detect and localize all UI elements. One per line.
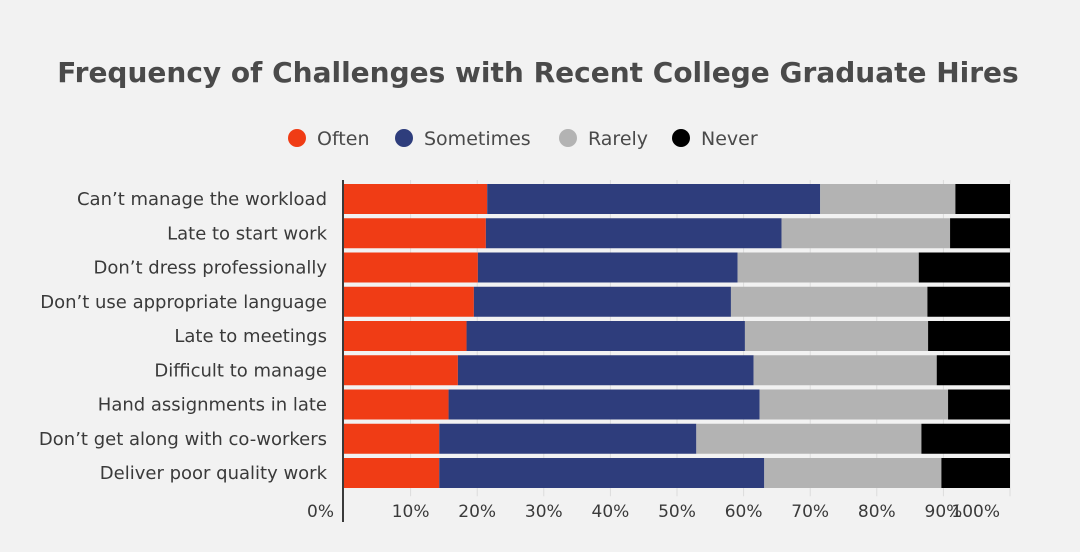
chart-title: Frequency of Challenges with Recent Coll… [57,56,1018,89]
bar-never-8 [941,458,1010,488]
bar-sometimes-6 [448,389,760,420]
legend-marker-rarely [559,129,577,147]
x-tick-labels: 0% 10% 20% 30% 40% 50% 60% 70% 80% 90%100% [307,502,1000,522]
category-labels: Can’t manage the workload Late to start w… [39,189,328,484]
category-label-7: Don’t get along with co-workers [39,429,327,450]
legend-marker-never [672,129,690,147]
tick-label-4: 40% [592,502,630,522]
tick-label-6: 60% [725,502,763,522]
legend-label-often: Often [317,128,370,150]
bar-sometimes-3 [473,286,731,317]
bar-often-1 [344,218,486,249]
tick-label-7: 70% [791,502,829,522]
bar-never-3 [927,286,1010,317]
bar-often-7 [344,423,440,454]
bar-often-6 [344,389,449,420]
bar-often-4 [344,321,467,351]
category-label-8: Deliver poor quality work [100,463,328,484]
bar-sometimes-2 [477,252,738,283]
category-label-6: Hand assignments in late [98,395,327,416]
category-label-1: Late to start work [167,223,327,244]
legend: Often Sometimes Rarely Never [288,128,758,150]
legend-marker-sometimes [395,129,413,147]
bar-rarely-5 [753,355,937,386]
bar-sometimes-7 [439,423,697,454]
tick-label-10: 100% [951,502,1000,522]
tick-label-2: 20% [458,502,496,522]
tick-label-3: 30% [525,502,563,522]
category-label-0: Can’t manage the workload [77,189,327,210]
bar-sometimes-8 [439,458,765,488]
tick-label-5: 50% [658,502,696,522]
tick-label-8: 80% [858,502,896,522]
bar-never-6 [948,389,1010,420]
tick-label-1: 10% [392,502,430,522]
bar-often-5 [344,355,458,386]
bar-rarely-3 [730,286,928,317]
bar-rarely-0 [820,184,956,214]
bar-never-7 [921,423,1010,454]
bar-often-3 [344,286,474,317]
legend-label-sometimes: Sometimes [424,128,531,150]
bar-sometimes-1 [485,218,782,249]
category-label-2: Don’t dress professionally [94,258,328,279]
legend-label-never: Never [701,128,758,150]
bar-rarely-8 [764,458,942,488]
tick-label-9: 90% [925,502,963,522]
bar-often-8 [344,458,440,488]
bar-often-2 [344,252,478,283]
bar-sometimes-0 [487,184,821,214]
legend-label-rarely: Rarely [588,128,648,150]
bar-never-2 [918,252,1010,283]
bars [344,184,1010,488]
category-label-5: Difficult to manage [154,360,327,381]
legend-marker-often [288,129,306,147]
bar-sometimes-4 [466,321,745,351]
bar-never-0 [955,184,1010,214]
bar-sometimes-5 [457,355,754,386]
category-label-4: Late to meetings [174,326,327,347]
bar-never-1 [950,218,1010,249]
bar-never-4 [928,321,1010,351]
bar-rarely-2 [737,252,919,283]
tick-label-0: 0% [307,502,334,522]
category-label-3: Don’t use appropriate language [40,292,327,313]
bar-rarely-1 [781,218,951,249]
bar-often-0 [344,184,488,214]
bar-rarely-7 [696,423,922,454]
bar-rarely-4 [744,321,929,351]
bar-rarely-6 [759,389,949,420]
bar-never-5 [936,355,1010,386]
